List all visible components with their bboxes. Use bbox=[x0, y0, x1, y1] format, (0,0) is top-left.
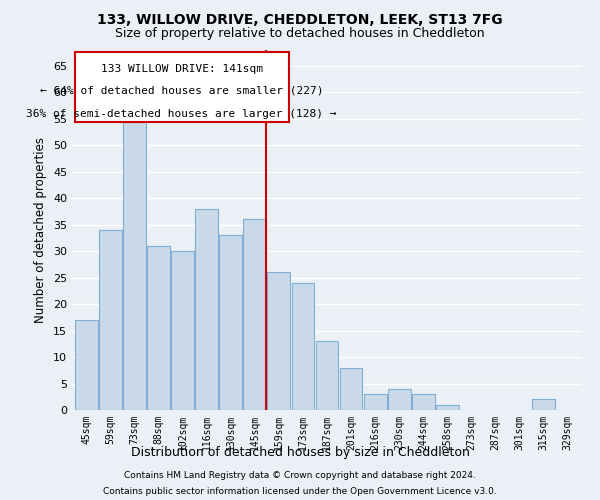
Text: 133, WILLOW DRIVE, CHEDDLETON, LEEK, ST13 7FG: 133, WILLOW DRIVE, CHEDDLETON, LEEK, ST1… bbox=[97, 12, 503, 26]
Bar bbox=[340, 368, 362, 410]
Bar bbox=[436, 404, 459, 410]
Bar bbox=[364, 394, 386, 410]
Y-axis label: Number of detached properties: Number of detached properties bbox=[34, 137, 47, 323]
Text: Contains HM Land Registry data © Crown copyright and database right 2024.: Contains HM Land Registry data © Crown c… bbox=[124, 472, 476, 480]
Text: Size of property relative to detached houses in Cheddleton: Size of property relative to detached ho… bbox=[115, 28, 485, 40]
Text: Distribution of detached houses by size in Cheddleton: Distribution of detached houses by size … bbox=[131, 446, 469, 459]
Bar bbox=[244, 220, 266, 410]
Bar bbox=[171, 251, 194, 410]
Bar bbox=[292, 283, 314, 410]
Bar bbox=[268, 272, 290, 410]
Bar bbox=[99, 230, 122, 410]
Bar bbox=[220, 236, 242, 410]
Bar bbox=[532, 400, 555, 410]
Bar bbox=[412, 394, 434, 410]
Bar bbox=[195, 209, 218, 410]
Text: Contains public sector information licensed under the Open Government Licence v3: Contains public sector information licen… bbox=[103, 486, 497, 496]
Bar bbox=[316, 341, 338, 410]
Bar bbox=[123, 119, 146, 410]
Bar bbox=[75, 320, 98, 410]
Bar bbox=[388, 389, 410, 410]
Bar bbox=[147, 246, 170, 410]
